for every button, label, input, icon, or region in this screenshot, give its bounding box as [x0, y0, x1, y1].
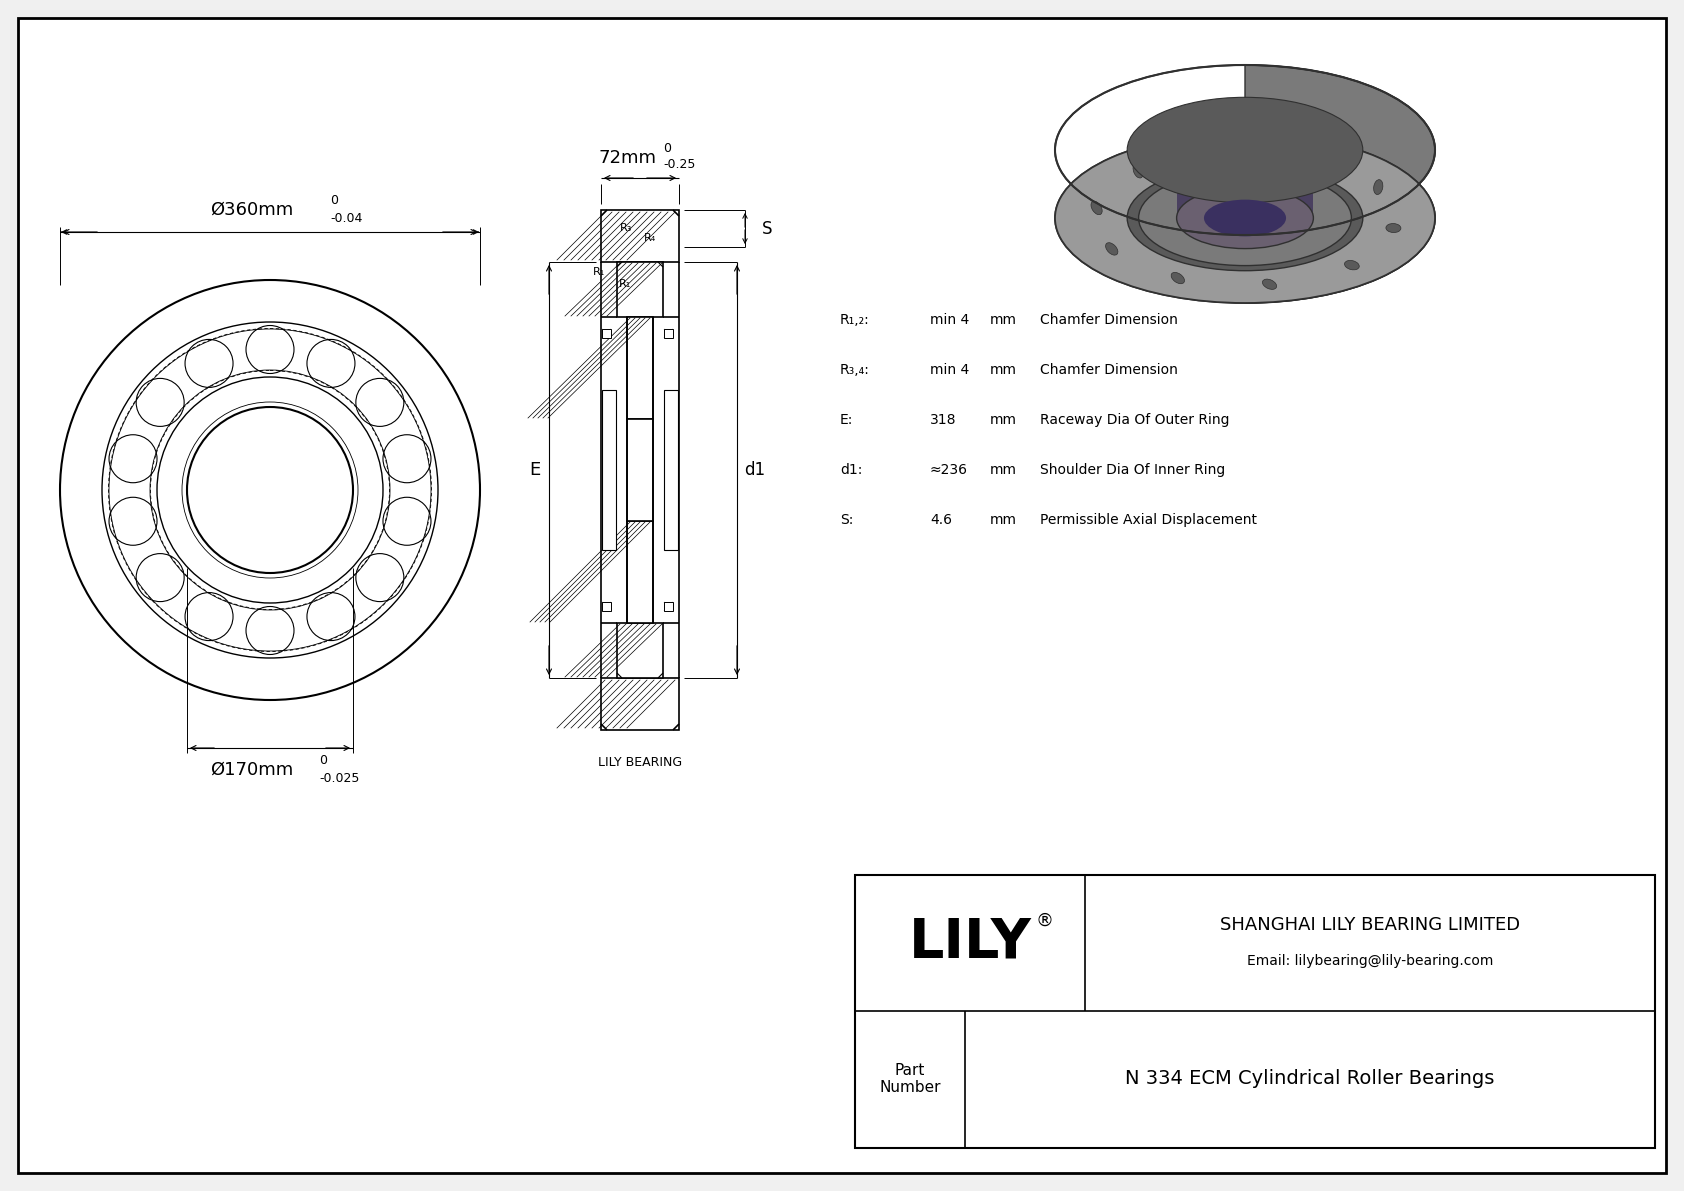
- Text: min 4: min 4: [930, 363, 970, 378]
- Ellipse shape: [1386, 224, 1401, 232]
- Text: 0: 0: [663, 142, 670, 155]
- Text: 0: 0: [318, 754, 327, 767]
- Ellipse shape: [1138, 170, 1351, 266]
- Ellipse shape: [1216, 144, 1226, 160]
- Bar: [616, 623, 663, 678]
- Ellipse shape: [1177, 187, 1314, 249]
- Text: Email: lilybearing@lily-bearing.com: Email: lilybearing@lily-bearing.com: [1246, 954, 1494, 968]
- Ellipse shape: [1091, 201, 1101, 214]
- Text: d1:: d1:: [840, 463, 862, 478]
- Ellipse shape: [1170, 273, 1184, 283]
- Bar: [626, 317, 653, 419]
- Text: R₃: R₃: [620, 223, 632, 233]
- Text: R₄: R₄: [643, 233, 657, 243]
- Text: Ø170mm: Ø170mm: [210, 761, 293, 779]
- Text: R₁: R₁: [620, 279, 632, 289]
- Text: mm: mm: [990, 513, 1017, 526]
- Text: mm: mm: [990, 463, 1017, 478]
- Bar: [626, 520, 653, 623]
- Text: ≈236: ≈236: [930, 463, 968, 478]
- Bar: [601, 329, 611, 338]
- Text: Part
Number: Part Number: [879, 1062, 941, 1096]
- Text: -0.04: -0.04: [330, 212, 362, 224]
- Bar: [663, 329, 674, 338]
- Bar: [601, 391, 616, 549]
- Ellipse shape: [1344, 261, 1359, 270]
- Text: N 334 ECM Cylindrical Roller Bearings: N 334 ECM Cylindrical Roller Bearings: [1125, 1070, 1495, 1089]
- Text: -0.025: -0.025: [318, 772, 359, 785]
- Text: R₁,₂:: R₁,₂:: [840, 313, 869, 328]
- Text: 72mm: 72mm: [600, 149, 657, 167]
- Text: Shoulder Dia Of Inner Ring: Shoulder Dia Of Inner Ring: [1041, 463, 1226, 478]
- Ellipse shape: [1054, 133, 1435, 303]
- Text: E: E: [529, 461, 541, 479]
- Text: 0: 0: [330, 193, 338, 206]
- Ellipse shape: [1106, 243, 1118, 255]
- Bar: [616, 262, 663, 317]
- Text: SHANGHAI LILY BEARING LIMITED: SHANGHAI LILY BEARING LIMITED: [1219, 916, 1521, 934]
- Ellipse shape: [1054, 133, 1435, 303]
- Text: S:: S:: [840, 513, 854, 526]
- Ellipse shape: [1127, 166, 1362, 270]
- Text: LILY BEARING: LILY BEARING: [598, 755, 682, 768]
- Bar: [663, 601, 674, 611]
- Text: Raceway Dia Of Outer Ring: Raceway Dia Of Outer Ring: [1041, 413, 1229, 428]
- Text: R₃,₄:: R₃,₄:: [840, 363, 871, 378]
- Ellipse shape: [1127, 98, 1362, 202]
- Text: R₁: R₁: [593, 267, 605, 278]
- Bar: [1177, 150, 1314, 218]
- Text: LILY: LILY: [909, 916, 1031, 969]
- Text: Ø360mm: Ø360mm: [210, 201, 293, 219]
- Bar: [626, 419, 653, 520]
- Bar: [855, 875, 1655, 1148]
- Text: Chamfer Dimension: Chamfer Dimension: [1041, 363, 1177, 378]
- Bar: [601, 601, 611, 611]
- Text: ®: ®: [1036, 912, 1054, 930]
- Text: mm: mm: [990, 413, 1017, 428]
- Polygon shape: [1244, 66, 1435, 303]
- Text: min 4: min 4: [930, 313, 970, 328]
- Text: -0.25: -0.25: [663, 158, 695, 172]
- Text: d1: d1: [744, 461, 766, 479]
- Text: 4.6: 4.6: [930, 513, 951, 526]
- Bar: [601, 210, 679, 262]
- Bar: [601, 678, 679, 730]
- Circle shape: [61, 280, 480, 700]
- Text: Chamfer Dimension: Chamfer Dimension: [1041, 313, 1177, 328]
- Text: Permissible Axial Displacement: Permissible Axial Displacement: [1041, 513, 1256, 526]
- Text: mm: mm: [990, 313, 1017, 328]
- Text: mm: mm: [990, 363, 1017, 378]
- Ellipse shape: [1374, 180, 1383, 194]
- Ellipse shape: [1177, 119, 1314, 181]
- Ellipse shape: [1204, 200, 1287, 236]
- Text: 318: 318: [930, 413, 957, 428]
- Text: E:: E:: [840, 413, 854, 428]
- Bar: [1130, 150, 1359, 218]
- Ellipse shape: [1263, 279, 1276, 289]
- Text: S: S: [761, 219, 773, 237]
- Ellipse shape: [1308, 150, 1317, 166]
- Bar: [663, 391, 679, 549]
- Ellipse shape: [1133, 163, 1143, 177]
